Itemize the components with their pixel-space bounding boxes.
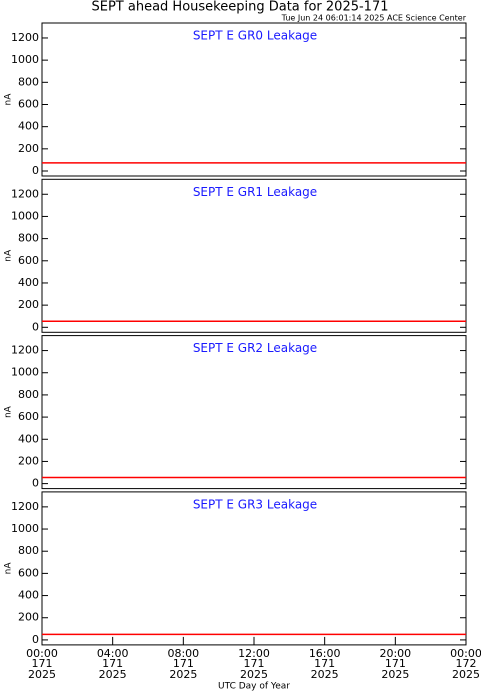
y-axis-label: nA <box>4 249 14 262</box>
y-tick-label: 800 <box>18 388 39 401</box>
x-tick-day: 171 <box>173 657 194 670</box>
y-axis-label: nA <box>4 405 14 418</box>
plot-frame <box>41 178 467 333</box>
x-tick-year: 2025 <box>169 668 197 681</box>
x-tick-day: 171 <box>32 657 53 670</box>
x-tick-label: 20:00 <box>379 647 411 660</box>
x-tick-label: 16:00 <box>309 647 341 660</box>
y-tick-label: 400 <box>18 589 39 602</box>
plot-frame <box>41 22 467 177</box>
x-tick-day: 171 <box>102 657 123 670</box>
y-tick-label: 200 <box>18 454 39 467</box>
y-tick-label: 400 <box>18 120 39 133</box>
y-tick-label: 1200 <box>11 500 39 513</box>
x-tick-year: 2025 <box>99 668 127 681</box>
subtitle: Tue Jun 24 06:01:14 2025 ACE Science Cen… <box>281 14 467 23</box>
y-tick-label: 600 <box>18 566 39 579</box>
y-tick-label: 1000 <box>11 209 39 222</box>
y-axis-label: nA <box>4 562 14 575</box>
x-tick-year: 2025 <box>452 668 480 681</box>
panel-title: SEPT E GR2 Leakage <box>193 341 317 355</box>
y-tick-label: 1200 <box>11 31 39 44</box>
plot-frame <box>41 335 467 490</box>
x-tick-label: 08:00 <box>167 647 199 660</box>
x-tick-label: 04:00 <box>97 647 129 660</box>
y-tick-label: 800 <box>18 544 39 557</box>
x-tick-year: 2025 <box>381 668 409 681</box>
y-tick-label: 400 <box>18 276 39 289</box>
x-tick-year: 2025 <box>240 668 268 681</box>
y-tick-label: 0 <box>32 164 39 177</box>
y-tick-label: 600 <box>18 410 39 423</box>
x-tick-day: 171 <box>244 657 265 670</box>
y-axis-label: nA <box>4 93 14 106</box>
y-tick-label: 1200 <box>11 187 39 200</box>
x-tick-day: 172 <box>456 657 477 670</box>
y-tick-label: 1000 <box>11 53 39 66</box>
x-tick-label: 00:00 <box>26 647 58 660</box>
y-tick-label: 800 <box>18 75 39 88</box>
panel-title: SEPT E GR1 Leakage <box>193 185 317 199</box>
x-tick-day: 171 <box>314 657 335 670</box>
x-axis-label: UTC Day of Year <box>218 682 290 692</box>
plot-frame <box>41 491 467 646</box>
y-tick-label: 0 <box>32 633 39 646</box>
y-tick-label: 200 <box>18 611 39 624</box>
x-tick-label: 00:00 <box>450 647 481 660</box>
panel-title: SEPT E GR0 Leakage <box>193 29 317 43</box>
page-title: SEPT ahead Housekeeping Data for 2025-17… <box>92 0 389 15</box>
y-tick-label: 1000 <box>11 522 39 535</box>
panel-title: SEPT E GR3 Leakage <box>193 497 317 511</box>
x-tick-year: 2025 <box>28 668 56 681</box>
x-tick-year: 2025 <box>311 668 339 681</box>
y-tick-label: 0 <box>32 477 39 490</box>
y-tick-label: 200 <box>18 298 39 311</box>
x-tick-label: 12:00 <box>238 647 270 660</box>
y-tick-label: 200 <box>18 142 39 155</box>
y-tick-label: 600 <box>18 254 39 267</box>
y-tick-label: 1200 <box>11 344 39 357</box>
y-tick-label: 600 <box>18 97 39 110</box>
x-tick-day: 171 <box>385 657 406 670</box>
y-tick-label: 400 <box>18 432 39 445</box>
y-tick-label: 0 <box>32 320 39 333</box>
y-tick-label: 1000 <box>11 366 39 379</box>
y-tick-label: 800 <box>18 232 39 245</box>
